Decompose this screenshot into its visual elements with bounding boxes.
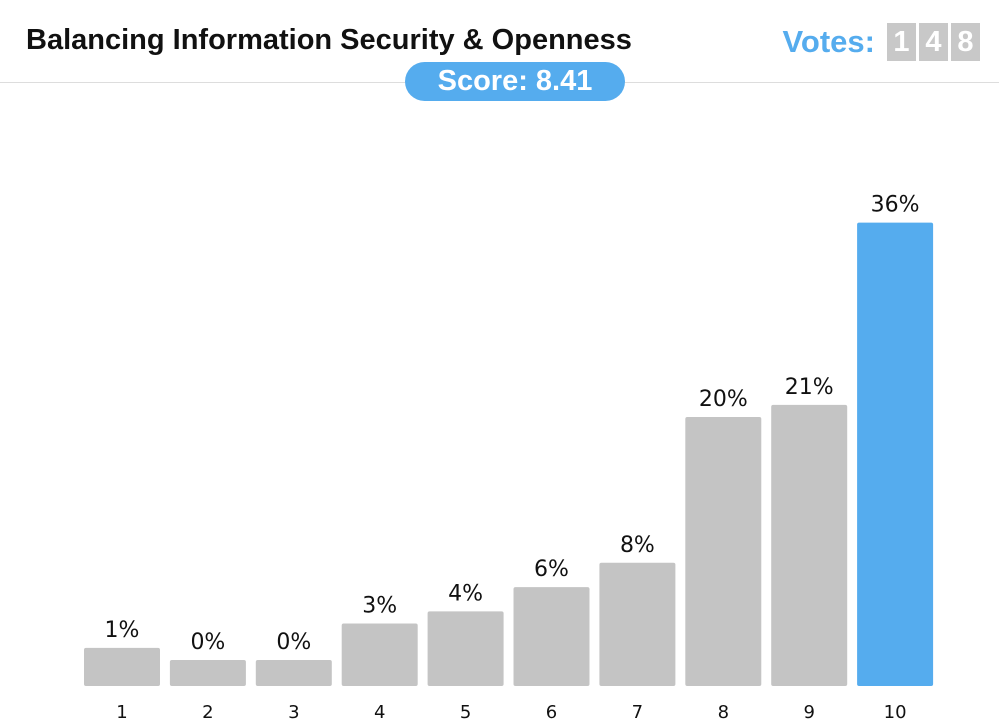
bar-value-label: 3%: [362, 594, 397, 619]
bar-value-label: 36%: [871, 193, 920, 218]
x-tick-label: 9: [803, 702, 814, 722]
bar-value-label: 20%: [699, 387, 748, 412]
bar-4: [341, 623, 418, 686]
bar-9: [771, 404, 848, 686]
x-tick-label: 2: [202, 702, 213, 722]
x-tick-label: 1: [116, 702, 127, 722]
votes-counter: Votes: 1 4 8: [783, 23, 980, 61]
bar-10: [857, 222, 934, 686]
page-title: Balancing Information Security & Opennes…: [26, 24, 632, 56]
votes-label: Votes:: [782, 24, 875, 59]
bar-value-label: 0%: [190, 630, 225, 655]
score-badge: Score: 8.41: [405, 62, 625, 101]
x-tick-label: 10: [884, 702, 907, 722]
header: Balancing Information Security & Opennes…: [0, 0, 999, 83]
bar-value-label: 1%: [105, 618, 140, 643]
votes-digit: 8: [951, 23, 980, 61]
x-tick-label: 7: [632, 702, 643, 722]
bar-value-label: 4%: [448, 581, 483, 606]
x-tick-label: 6: [546, 702, 557, 722]
bar-5: [427, 611, 504, 686]
bar-value-label: 6%: [534, 557, 569, 582]
x-tick-label: 5: [460, 702, 471, 722]
bar-8: [685, 417, 762, 686]
bar-3: [255, 660, 332, 686]
votes-digit: 4: [919, 23, 948, 61]
x-tick-label: 3: [288, 702, 299, 722]
bar-value-label: 21%: [785, 375, 834, 400]
x-tick-label: 4: [374, 702, 385, 722]
bar-7: [599, 562, 676, 686]
votes-digit: 1: [887, 23, 916, 61]
bar-2: [169, 660, 246, 686]
bar-6: [513, 587, 590, 686]
bar-value-label: 0%: [276, 630, 311, 655]
x-tick-label: 8: [718, 702, 729, 722]
bar-1: [84, 647, 160, 686]
bar-value-label: 8%: [620, 533, 655, 558]
